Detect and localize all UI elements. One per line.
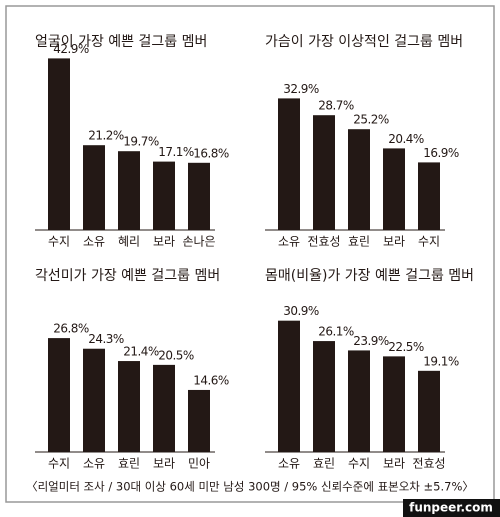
value-label: 21.4%: [123, 345, 159, 359]
value-label: 23.9%: [353, 334, 389, 348]
x-tick-label: 소유: [83, 457, 105, 471]
chart-title: 몸매(비율)가 가장 예쁜 걸그룹 멤버: [265, 268, 474, 284]
bar: [188, 162, 210, 230]
value-label: 16.8%: [193, 146, 229, 160]
x-tick-label: 보라: [153, 457, 175, 471]
x-tick-label: 수지: [48, 457, 70, 471]
value-label: 20.5%: [158, 348, 194, 362]
x-tick-label: 수지: [48, 235, 70, 249]
value-label: 22.5%: [388, 340, 424, 354]
bar: [418, 162, 440, 230]
x-tick-label: 혜리: [118, 235, 140, 249]
chart-title: 가슴이 가장 이상적인 걸그룹 멤버: [265, 34, 463, 50]
x-tick-label: 전효성: [307, 235, 340, 249]
bar: [348, 129, 370, 230]
bar: [278, 320, 300, 452]
bar: [383, 356, 405, 452]
value-label: 42.9%: [53, 42, 89, 56]
x-tick-label: 수지: [348, 457, 370, 471]
frame: [5, 5, 495, 503]
value-label: 20.4%: [388, 132, 424, 146]
x-tick-label: 보라: [383, 457, 405, 471]
value-label: 21.2%: [88, 129, 124, 143]
x-tick-label: 보라: [383, 235, 405, 249]
bar: [313, 115, 335, 230]
value-label: 28.7%: [318, 99, 354, 113]
x-tick-label: 효린: [313, 457, 335, 471]
bar: [188, 389, 210, 452]
bar: [383, 148, 405, 230]
value-label: 24.3%: [88, 332, 124, 346]
x-tick-label: 효린: [348, 235, 370, 249]
bar: [118, 361, 140, 452]
value-label: 17.1%: [158, 145, 194, 159]
bar: [313, 341, 335, 452]
value-label: 19.7%: [123, 135, 159, 149]
bar: [153, 161, 175, 230]
x-tick-label: 소유: [278, 235, 300, 249]
bar: [83, 145, 105, 230]
x-tick-label: 소유: [278, 457, 300, 471]
bar: [348, 350, 370, 452]
bar: [278, 98, 300, 231]
chart-title: 얼굴이 가장 예쁜 걸그룹 멤버: [35, 34, 207, 50]
bar: [418, 370, 440, 452]
watermark-bg: [403, 499, 500, 517]
bar: [83, 348, 105, 452]
x-tick-label: 소유: [83, 235, 105, 249]
value-label: 25.2%: [353, 113, 389, 127]
x-tick-label: 효린: [118, 457, 140, 471]
bar: [48, 58, 70, 231]
value-label: 16.9%: [423, 146, 459, 160]
value-label: 26.8%: [53, 322, 89, 336]
chart-title: 각선미가 가장 예쁜 걸그룹 멤버: [35, 268, 220, 284]
bar: [153, 364, 175, 452]
value-label: 30.9%: [283, 304, 319, 318]
x-tick-label: 민아: [188, 457, 210, 471]
x-tick-label: 손나은: [182, 235, 215, 249]
bar: [118, 151, 140, 230]
value-label: 26.1%: [318, 325, 354, 339]
x-tick-label: 전효성: [412, 457, 445, 471]
x-tick-label: 보라: [153, 235, 175, 249]
watermark: funpeer.com: [409, 501, 493, 515]
footer: 〈리얼미터 조사 / 30대 이상 60세 미만 남성 300명 / 95% 신…: [26, 480, 474, 494]
bar: [48, 338, 70, 452]
x-tick-label: 수지: [418, 235, 440, 249]
value-label: 32.9%: [283, 82, 319, 96]
value-label: 14.6%: [193, 373, 229, 387]
value-label: 19.1%: [423, 354, 459, 368]
